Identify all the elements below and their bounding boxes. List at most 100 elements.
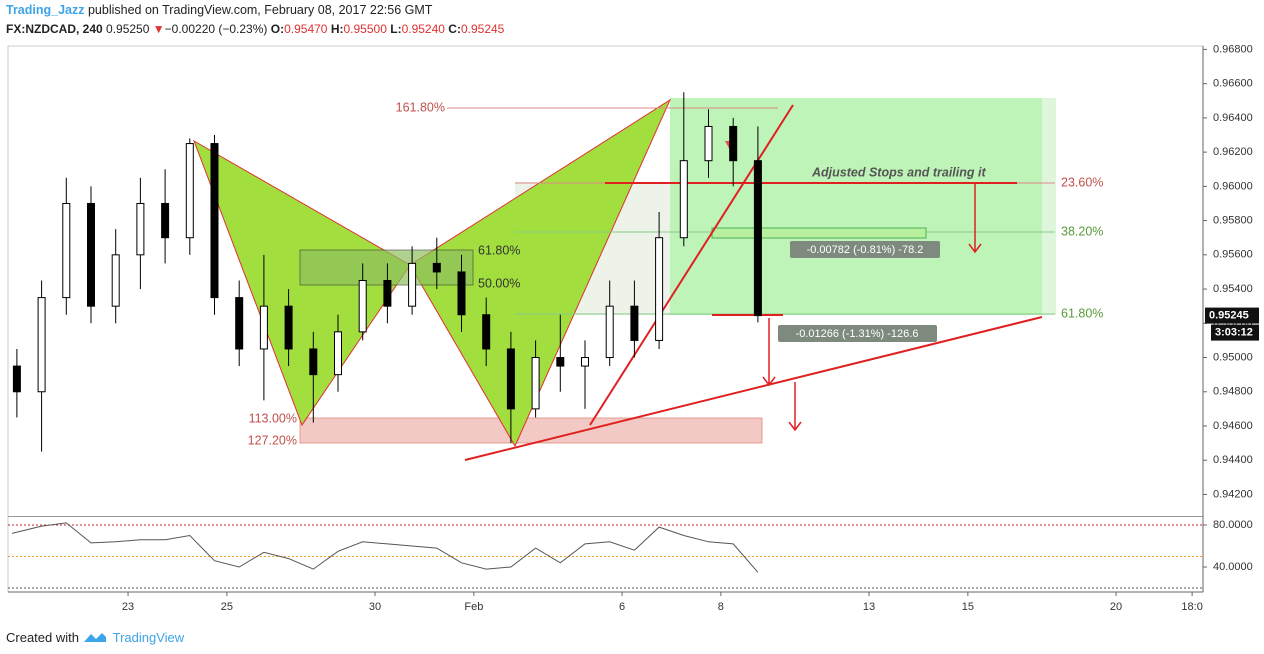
prz-box: [299, 417, 763, 444]
candle-body: [704, 125, 713, 162]
fib-label: 127.20%: [248, 433, 297, 447]
y-tick-label: 0.95400: [1213, 283, 1253, 295]
o-label: O:: [270, 22, 285, 36]
drawings: [193, 98, 1056, 461]
c: 0.95245: [460, 22, 505, 36]
header-line-1: Trading_Jazz published on TradingView.co…: [6, 3, 432, 17]
y-tick-label: 0.95800: [1213, 214, 1253, 226]
fib-label: 23.60%: [1061, 175, 1103, 189]
last-price-label: 0.95245: [1209, 309, 1249, 321]
y-tick-label: 0.96000: [1213, 180, 1253, 192]
candle-body: [210, 143, 219, 299]
annotation-labels: 161.80% 23.60% 38.20% 61.80% 61.80% 50.0…: [248, 100, 1104, 447]
y-tick-label: 0.94800: [1213, 386, 1253, 398]
x-tick-label: 6: [619, 601, 625, 613]
target-zone-edge: [1042, 98, 1056, 315]
x-tick-label: 25: [221, 601, 233, 613]
rsi-line: [11, 522, 759, 573]
measure-label-bg: [778, 325, 937, 342]
h-label: H:: [330, 22, 344, 36]
candle-body: [556, 357, 565, 367]
logo-shape: [83, 633, 106, 642]
chart: 161.80% 23.60% 38.20% 61.80% 61.80% 50.0…: [7, 43, 1259, 613]
footer: Created with TradingView: [6, 628, 184, 645]
candle-body: [531, 357, 540, 410]
candle-body: [86, 202, 95, 307]
author[interactable]: Trading_Jazz: [6, 3, 85, 17]
candle-body: [432, 262, 441, 273]
candles: [12, 92, 762, 452]
y-tick-label: 0.96400: [1213, 112, 1253, 124]
candle-body: [259, 305, 268, 350]
candle-body: [605, 305, 614, 359]
y-tick-label: 0.94400: [1213, 454, 1253, 466]
fib-label: 50.00%: [478, 276, 520, 290]
y-tick-label: 40.0000: [1213, 561, 1253, 573]
x-tick-label: Feb: [464, 601, 483, 613]
candle-body: [383, 280, 392, 307]
created: Created with: [6, 630, 79, 645]
arrow: [968, 183, 982, 254]
c-label: C:: [448, 22, 461, 36]
x-tick-label: 8: [718, 601, 724, 613]
candle-body: [679, 160, 688, 239]
x-tick-label: 13: [863, 601, 875, 613]
arrow: [788, 382, 802, 432]
target-zone: [670, 98, 1042, 315]
candle-body: [62, 202, 71, 299]
l-label: L:: [390, 22, 402, 36]
candle-body: [506, 348, 515, 410]
trendline: [589, 104, 794, 426]
fib-label: 61.80%: [1061, 306, 1103, 320]
logo: [83, 633, 106, 642]
header-line-2: FX:NZDCAD, 240 0.95250 ▼−0.00220 (−0.23%…: [6, 22, 504, 36]
fib-label: 61.80%: [478, 243, 520, 257]
note: Adjusted Stops and trailing it: [811, 165, 986, 179]
x-tick-label: 30: [369, 601, 381, 613]
trendline: [464, 316, 1043, 461]
measure-label-bg: [790, 241, 940, 258]
measure-label: -0.01266 (-1.31%) -126.6: [796, 328, 919, 340]
candle-body: [408, 262, 417, 307]
candle-body: [136, 202, 145, 256]
countdown: 3:03:12: [1215, 326, 1253, 338]
countdown-bg: [1211, 324, 1259, 341]
published: published on TradingView.com, February 0…: [87, 3, 433, 17]
candle-body: [580, 357, 589, 367]
measure-label: -0.00782 (-0.81%) -78.2: [807, 244, 924, 256]
fib-label: 38.20%: [1061, 224, 1103, 238]
arrow: [762, 318, 776, 387]
candle-body: [284, 305, 293, 350]
x-tick-label: 23: [122, 601, 134, 613]
l: 0.95240: [401, 22, 445, 36]
candle-body: [333, 331, 342, 376]
candle-body: [185, 143, 194, 239]
down-icon: ▼: [152, 22, 165, 36]
y-tick-label: 0.96600: [1213, 78, 1253, 90]
y-tick-label: 0.96800: [1213, 43, 1253, 55]
y-tick-label: 0.94600: [1213, 420, 1253, 432]
candle-body: [309, 348, 318, 376]
candle-body: [753, 160, 762, 317]
last-price-bg: [1205, 307, 1259, 324]
y-tick-label: 0.96200: [1213, 146, 1253, 158]
candle-body: [482, 314, 491, 350]
x-tick-label: 20: [1110, 601, 1122, 613]
candle-body: [630, 305, 639, 341]
candle-body: [457, 271, 466, 316]
retrace-box: [299, 249, 474, 286]
change: −0.00220 (−0.23%): [164, 22, 268, 36]
measure-box: [711, 227, 927, 239]
fib-label: 113.00%: [249, 411, 297, 425]
y-tick-label: 0.95000: [1213, 351, 1253, 363]
h: 0.95500: [343, 22, 387, 36]
candle-body: [161, 202, 170, 239]
candle-body: [729, 125, 738, 162]
y-tick-label: 0.95600: [1213, 249, 1253, 261]
candle-body: [12, 365, 21, 393]
candle-body: [655, 237, 664, 341]
candle-body: [235, 297, 244, 350]
brand[interactable]: TradingView: [112, 630, 185, 645]
y-tick-label: 80.0000: [1213, 519, 1253, 531]
